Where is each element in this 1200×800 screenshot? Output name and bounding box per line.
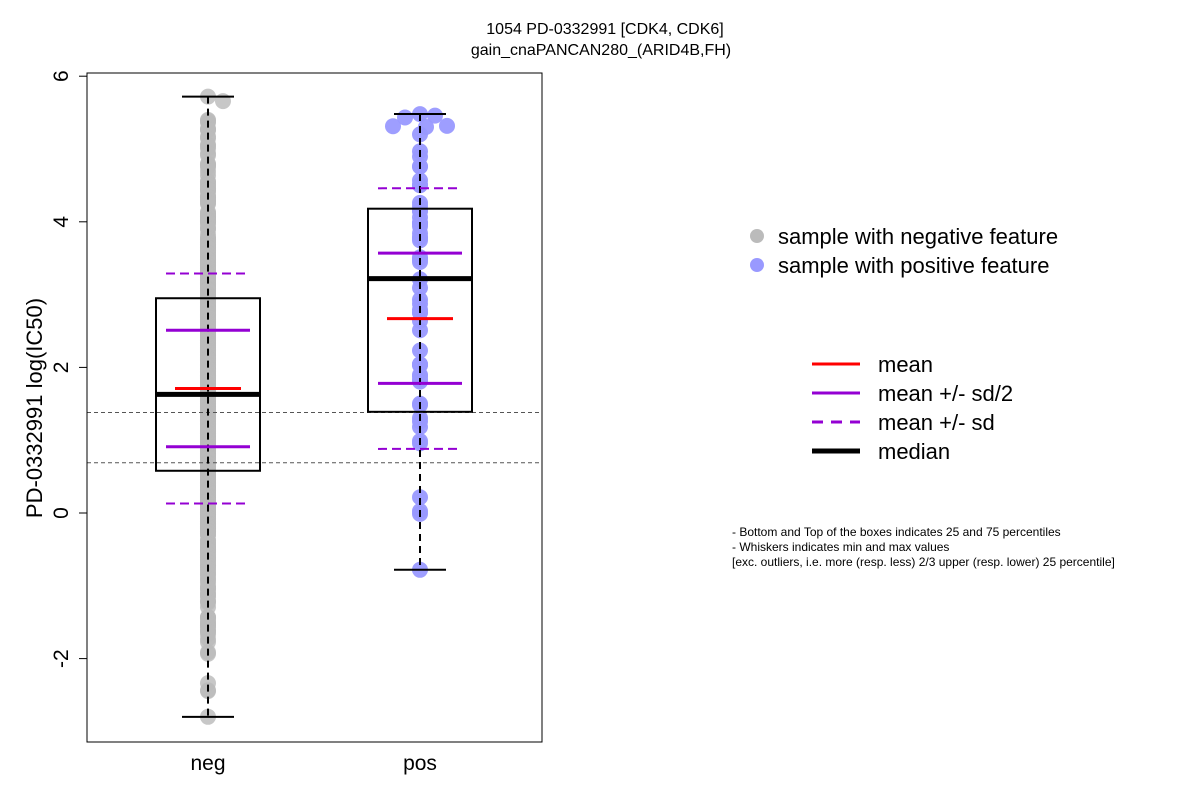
y-tick-label: 4 xyxy=(50,216,73,228)
legend-line-label: mean xyxy=(878,352,933,377)
y-axis-label: PD-0332991 log(IC50) xyxy=(22,298,47,518)
neg-point xyxy=(215,93,231,110)
pos-point xyxy=(412,489,428,506)
pos-point xyxy=(427,107,443,124)
legend-point-label: sample with positive feature xyxy=(778,253,1049,278)
legend: sample with negative feature sample with … xyxy=(750,224,1058,464)
pos-point xyxy=(439,117,455,134)
x-tick-label-pos: pos xyxy=(403,752,437,775)
footnote-line-3: [exc. outliers, i.e. more (resp. less) 2… xyxy=(732,555,1115,569)
y-tick-label: 0 xyxy=(50,507,73,519)
legend-line-label: median xyxy=(878,439,950,464)
pos-point xyxy=(412,126,428,143)
pos-box xyxy=(367,207,473,413)
legend-line-label: mean +/- sd/2 xyxy=(878,381,1013,406)
legend-point-marker xyxy=(750,229,764,243)
footnote-line-1: - Bottom and Top of the boxes indicates … xyxy=(732,525,1061,539)
y-tick-label: 6 xyxy=(50,70,73,82)
y-tick-label: -2 xyxy=(50,649,73,668)
pos-box-group xyxy=(367,113,473,571)
footnote: - Bottom and Top of the boxes indicates … xyxy=(732,525,1115,569)
footnote-line-2: - Whiskers indicates min and max values xyxy=(732,540,949,554)
neg-box xyxy=(155,297,261,472)
data-points xyxy=(200,88,455,725)
chart-title-line-2: gain_cnaPANCAN280_(ARID4B,FH) xyxy=(471,42,731,59)
pos-point xyxy=(412,342,428,359)
legend-point-marker xyxy=(750,258,764,272)
pos-point xyxy=(385,118,401,135)
neg-box-group xyxy=(155,95,261,718)
y-tick-label: 2 xyxy=(50,362,73,374)
chart-title-line-1: 1054 PD-0332991 [CDK4, CDK6] xyxy=(486,21,723,38)
legend-point-label: sample with negative feature xyxy=(778,224,1058,249)
legend-line-label: mean +/- sd xyxy=(878,410,995,435)
x-tick-label-neg: neg xyxy=(190,752,225,775)
plot-area: -2 0 2 4 6 neg pos xyxy=(50,70,543,775)
